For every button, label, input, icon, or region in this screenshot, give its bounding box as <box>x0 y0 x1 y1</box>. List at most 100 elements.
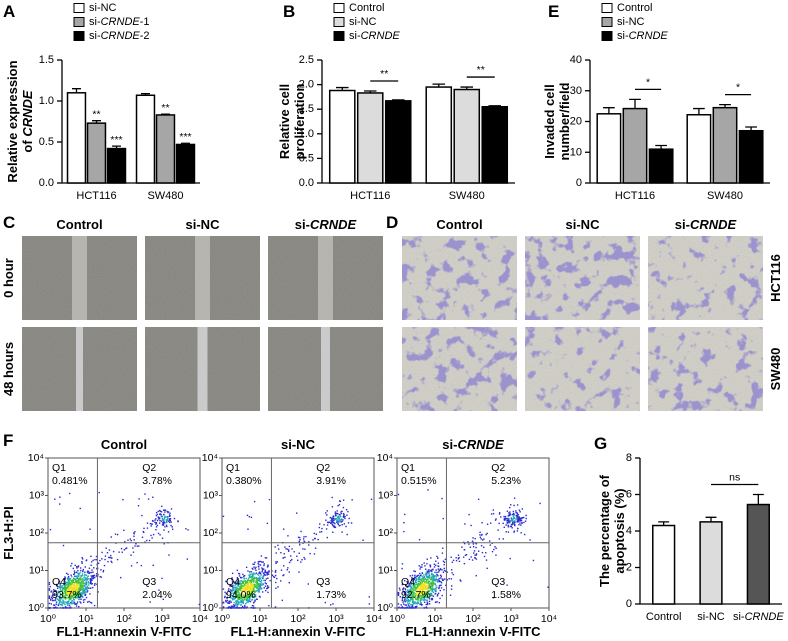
text-run: CRNDE <box>361 30 401 42</box>
event-dot <box>254 573 255 574</box>
event-dot <box>67 601 68 602</box>
event-dot <box>166 526 167 527</box>
event-dot <box>464 549 465 550</box>
event-dot <box>435 590 436 591</box>
event-dot <box>509 511 510 512</box>
event-dot <box>421 586 422 587</box>
event-dot <box>500 516 501 517</box>
quadrant-name: Q3 <box>491 576 505 588</box>
event-dot <box>261 577 262 578</box>
event-dot <box>150 525 151 526</box>
legend-label: si-CRNDE <box>349 30 400 42</box>
event-dot <box>433 589 434 590</box>
event-dot <box>138 498 139 499</box>
event-dot <box>122 499 123 500</box>
event-dot <box>427 584 428 585</box>
x-tick-label: 10⁰ <box>40 613 57 625</box>
event-dot <box>517 528 518 529</box>
text-run: Q1 <box>226 462 240 474</box>
event-dot <box>401 568 402 569</box>
event-dot <box>435 565 436 566</box>
event-dot <box>252 605 253 606</box>
text-run: CRNDE <box>629 30 669 42</box>
event-dot <box>519 511 520 512</box>
event-dot <box>185 528 186 529</box>
event-dot <box>340 520 341 521</box>
event-dot <box>259 587 260 588</box>
event-dot <box>83 580 84 581</box>
event-dot <box>498 523 499 524</box>
x-tick-label: SW480 <box>707 190 743 202</box>
event-dot <box>162 538 163 539</box>
event-dot <box>77 570 78 571</box>
event-dot <box>346 509 347 510</box>
error-bar <box>603 108 615 114</box>
event-dot <box>247 515 248 516</box>
event-dot <box>49 597 50 598</box>
event-dot <box>169 514 170 515</box>
event-dot <box>434 572 435 573</box>
event-dot <box>412 601 413 602</box>
legend-label: si-NC <box>89 2 117 14</box>
event-dot <box>171 521 172 522</box>
event-dot <box>169 516 170 517</box>
stained-cells <box>525 327 640 411</box>
event-dot <box>506 531 507 532</box>
event-dot <box>74 570 75 571</box>
event-dot <box>62 603 63 604</box>
event-dot <box>237 570 238 571</box>
event-dot <box>440 577 441 578</box>
event-dot <box>332 506 333 507</box>
panel-letter: D <box>386 213 398 232</box>
event-dot <box>505 524 506 525</box>
event-dot <box>113 551 114 552</box>
x-tick-label: 10³ <box>154 613 170 625</box>
event-dot <box>66 573 67 574</box>
text-run: * <box>736 81 740 93</box>
event-dot <box>82 563 83 564</box>
text-run: 48 hours <box>1 342 16 396</box>
event-dot <box>440 585 441 586</box>
event-dot <box>223 588 224 589</box>
event-dot <box>510 558 511 559</box>
event-dot <box>475 547 476 548</box>
quadrant-name: Q4 <box>52 576 66 588</box>
event-dot <box>232 573 233 574</box>
text-run: 10³ <box>203 489 219 501</box>
event-dot <box>85 577 86 578</box>
x-axis-label: FL1-H:annexin V-FITC <box>56 624 192 639</box>
event-dot <box>166 521 167 522</box>
quadrant-percent: 93.7% <box>52 589 82 601</box>
quadrant-percent: 0.380% <box>226 475 262 487</box>
event-dot <box>327 510 328 511</box>
event-dot <box>244 605 245 606</box>
legend-swatch <box>602 32 612 41</box>
event-dot <box>512 523 513 524</box>
text-run: Control <box>617 2 652 14</box>
event-dot <box>75 586 76 587</box>
event-dot <box>525 520 526 521</box>
event-dot <box>435 580 436 581</box>
quadrant-name: Q2 <box>142 462 156 474</box>
event-dot <box>503 516 504 517</box>
event-dot <box>427 489 428 490</box>
text-run: 0.0 <box>39 177 54 189</box>
event-dot <box>49 589 50 590</box>
event-dot <box>49 584 50 585</box>
event-dot <box>251 607 252 608</box>
event-dot <box>517 504 518 505</box>
event-dot <box>262 584 263 585</box>
event-dot <box>260 573 261 574</box>
event-dot <box>305 536 306 537</box>
event-dot <box>321 528 322 529</box>
event-dot <box>275 571 276 572</box>
event-dot <box>297 560 298 561</box>
event-dot <box>512 519 513 520</box>
column-header: si-CRNDE <box>295 217 357 232</box>
event-dot <box>284 557 285 558</box>
event-dot <box>154 519 155 520</box>
event-dot <box>277 545 278 546</box>
event-dot <box>340 519 341 520</box>
event-dot <box>229 603 230 604</box>
